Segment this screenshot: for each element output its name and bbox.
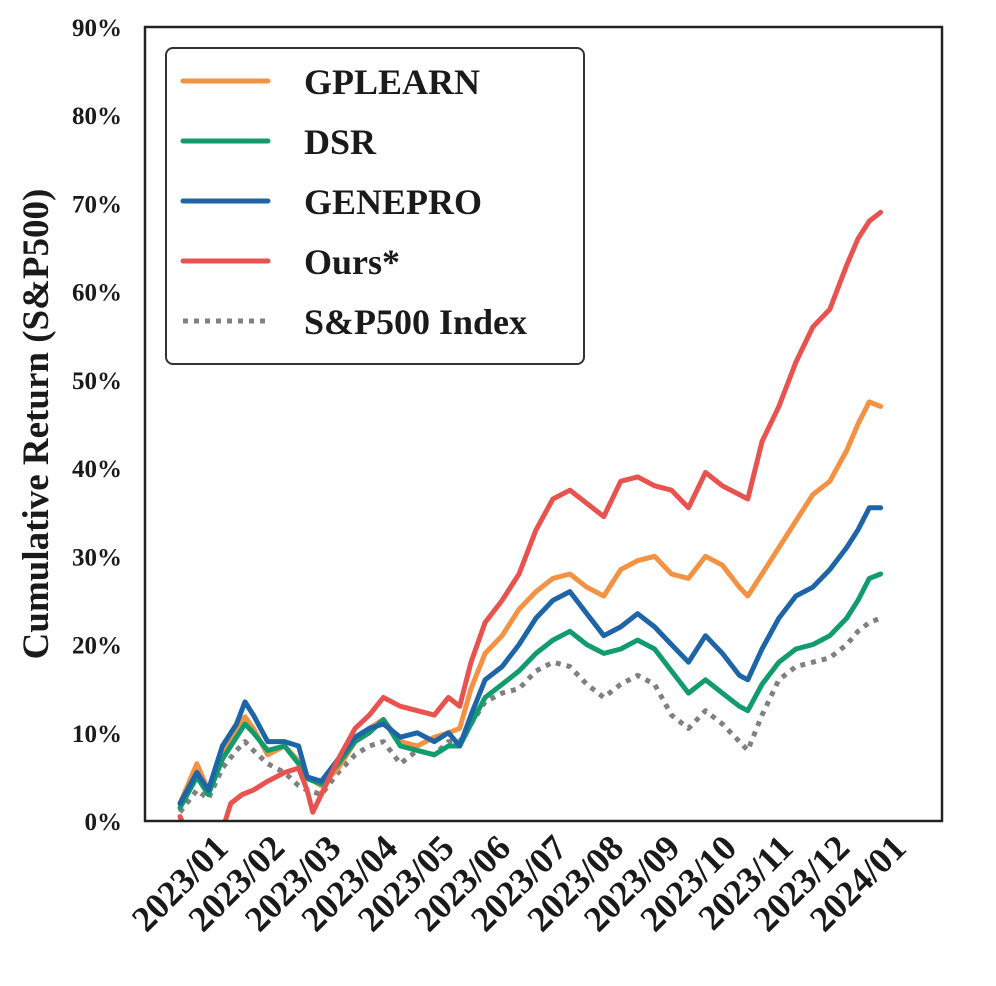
legend-label: S&P500 Index: [304, 302, 527, 342]
y-tick-label: 80%: [72, 103, 122, 130]
legend: GPLEARN DSR GENEPRO Ours* S&P500 Index: [165, 47, 585, 365]
legend-label: Ours*: [304, 242, 400, 282]
y-tick-label: 30%: [72, 544, 122, 571]
legend-label: GPLEARN: [304, 62, 480, 102]
legend-label: GENEPRO: [304, 182, 482, 222]
x-axis-ticks: 2023/012023/022023/032023/042023/052023/…: [124, 827, 914, 939]
series-line-s-p500-index: [178, 615, 882, 814]
legend-box: [165, 47, 585, 365]
y-tick-label: 10%: [72, 721, 122, 748]
y-tick-label: 60%: [72, 280, 122, 307]
y-tick-label: 90%: [72, 15, 122, 42]
y-tick-label: 20%: [72, 633, 122, 660]
series-layer: [177, 209, 884, 821]
plot-frame: [143, 25, 944, 823]
series-line-genepro: [177, 505, 884, 806]
series-line-dsr: [177, 571, 884, 811]
y-axis-label: Cumulative Return (S&P500): [16, 189, 57, 660]
y-axis-ticks: 0% 10% 20% 30% 40% 50% 60% 70% 80% 90%: [72, 15, 122, 836]
y-tick-label: 0%: [85, 809, 123, 836]
y-tick-label: 40%: [72, 456, 122, 483]
y-tick-label: 50%: [72, 368, 122, 395]
y-tick-label: 70%: [72, 191, 122, 218]
legend-label: DSR: [304, 122, 377, 162]
series-line-ours: [177, 209, 884, 821]
